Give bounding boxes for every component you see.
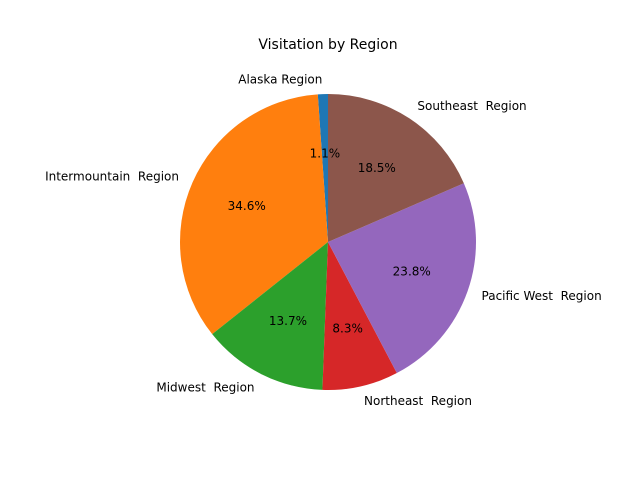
slice-category-label: Southeast Region (417, 99, 526, 113)
slice-category-label: Alaska Region (238, 72, 322, 86)
slice-percent-label: 13.7% (269, 314, 307, 328)
slice-percent-label: 34.6% (228, 199, 266, 213)
pie-slices (180, 94, 476, 390)
slice-category-label: Intermountain Region (45, 169, 179, 183)
pie-slice (180, 94, 328, 335)
pie-slice (317, 94, 328, 242)
slice-percent-label: 23.8% (393, 265, 431, 279)
pie-slice (328, 94, 464, 242)
pie-slice (328, 183, 476, 374)
slice-percent-label: 8.3% (332, 322, 363, 336)
pie-labels: 1.1% Alaska Region 34.6% Intermountain Regi… (45, 72, 602, 407)
pie-slice (212, 242, 328, 390)
slice-category-label: Midwest Region (156, 380, 254, 394)
pie-slice (322, 242, 397, 390)
chart-title: Visitation by Region (258, 37, 397, 53)
slice-category-label: Pacific West Region (482, 289, 602, 303)
slice-percent-label: 1.1% (310, 146, 341, 160)
slice-percent-label: 18.5% (358, 161, 396, 175)
slice-category-label: Northeast Region (364, 394, 472, 408)
